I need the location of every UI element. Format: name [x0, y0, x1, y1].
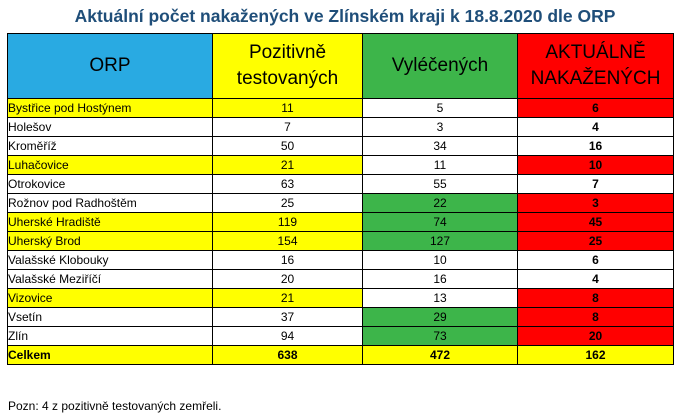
table-row: Uherský Brod 154 127 25	[7, 231, 674, 251]
total-cell-vylecenych: 472	[362, 345, 518, 365]
header-pozitivne-line2: testovaných	[236, 68, 339, 89]
table-row: Valašské Meziříčí 20 16 4	[7, 269, 674, 289]
cell-orp: Luhačovice	[7, 155, 213, 175]
cell-orp: Vsetín	[7, 307, 213, 327]
cell-aktualne: 7	[517, 174, 674, 194]
cell-aktualne: 6	[517, 98, 674, 118]
cell-pozitivne: 16	[212, 250, 363, 270]
table-row: Vizovice 21 13 8	[7, 288, 674, 308]
cell-pozitivne: 25	[212, 193, 363, 213]
header-orp: ORP	[7, 33, 213, 99]
cell-vylecenych: 29	[362, 307, 518, 327]
cell-vylecenych: 5	[362, 98, 518, 118]
cell-orp: Bystřice pod Hostýnem	[7, 98, 213, 118]
cell-vylecenych: 74	[362, 212, 518, 232]
cell-aktualne: 8	[517, 307, 674, 327]
cell-vylecenych: 16	[362, 269, 518, 289]
page-title: Aktuální počet nakažených ve Zlínském kr…	[74, 6, 616, 26]
cell-aktualne: 25	[517, 231, 674, 251]
cell-vylecenych: 55	[362, 174, 518, 194]
cell-aktualne: 10	[517, 155, 674, 175]
cell-vylecenych: 127	[362, 231, 518, 251]
cell-pozitivne: 20	[212, 269, 363, 289]
cell-orp: Otrokovice	[7, 174, 213, 194]
cell-orp: Holešov	[7, 117, 213, 137]
cell-orp: Valašské Meziříčí	[7, 269, 213, 289]
cell-aktualne: 16	[517, 136, 674, 156]
cell-orp: Valašské Klobouky	[7, 250, 213, 270]
header-pozitivne: Pozitivně testovaných	[212, 33, 363, 99]
cell-vylecenych: 34	[362, 136, 518, 156]
cell-pozitivne: 11	[212, 98, 363, 118]
cell-vylecenych: 73	[362, 326, 518, 346]
cell-aktualne: 3	[517, 193, 674, 213]
cell-pozitivne: 50	[212, 136, 363, 156]
cell-orp: Uherské Hradiště	[7, 212, 213, 232]
cell-vylecenych: 22	[362, 193, 518, 213]
cell-pozitivne: 119	[212, 212, 363, 232]
cell-pozitivne: 21	[212, 288, 363, 308]
header-aktualne-line1: AKTUÁLNĚ	[545, 42, 646, 63]
table-row: Otrokovice 63 55 7	[7, 174, 674, 194]
footnote: Pozn: 4 z pozitivně testovaných zemřeli.	[8, 399, 222, 413]
table-row: Rožnov pod Radhoštěm 25 22 3	[7, 193, 674, 213]
cell-orp: Rožnov pod Radhoštěm	[7, 193, 213, 213]
cell-vylecenych: 10	[362, 250, 518, 270]
header-aktualne-line2: NAKAŽENÝCH	[530, 68, 661, 89]
table-row: Uherské Hradiště 119 74 45	[7, 212, 674, 232]
cell-pozitivne: 154	[212, 231, 363, 251]
cell-orp: Uherský Brod	[7, 231, 213, 251]
table-row: Bystřice pod Hostýnem 11 5 6	[7, 98, 674, 118]
cell-pozitivne: 21	[212, 155, 363, 175]
header-row: ORP Pozitivně testovaných Vyléčených AKT…	[7, 33, 674, 99]
table-row: Zlín 94 73 20	[7, 326, 674, 346]
cell-pozitivne: 37	[212, 307, 363, 327]
header-vylecenych: Vyléčených	[362, 33, 518, 99]
cell-orp: Zlín	[7, 326, 213, 346]
cell-aktualne: 8	[517, 288, 674, 308]
total-row: Celkem 638 472 162	[7, 345, 674, 365]
orp-table: ORP Pozitivně testovaných Vyléčených AKT…	[7, 33, 674, 365]
cell-orp: Vizovice	[7, 288, 213, 308]
cell-vylecenych: 13	[362, 288, 518, 308]
table-row: Holešov 7 3 4	[7, 117, 674, 137]
cell-orp: Kroměříž	[7, 136, 213, 156]
cell-aktualne: 6	[517, 250, 674, 270]
table-row: Kroměříž 50 34 16	[7, 136, 674, 156]
cell-pozitivne: 7	[212, 117, 363, 137]
table-row: Luhačovice 21 11 10	[7, 155, 674, 175]
table-body: Bystřice pod Hostýnem 11 5 6 Holešov 7 3 4 Kromě…	[7, 98, 674, 365]
total-cell-orp: Celkem	[7, 345, 213, 365]
cell-pozitivne: 63	[212, 174, 363, 194]
cell-aktualne: 20	[517, 326, 674, 346]
table-row: Vsetín 37 29 8	[7, 307, 674, 327]
header-aktualne: AKTUÁLNĚ NAKAŽENÝCH	[517, 33, 674, 99]
header-pozitivne-line1: Pozitivně	[248, 42, 327, 63]
cell-vylecenych: 11	[362, 155, 518, 175]
cell-aktualne: 45	[517, 212, 674, 232]
total-cell-pozitivne: 638	[212, 345, 363, 365]
cell-aktualne: 4	[517, 117, 674, 137]
cell-pozitivne: 94	[212, 326, 363, 346]
table-row: Valašské Klobouky 16 10 6	[7, 250, 674, 270]
cell-vylecenych: 3	[362, 117, 518, 137]
cell-aktualne: 4	[517, 269, 674, 289]
total-cell-aktualne: 162	[517, 345, 674, 365]
